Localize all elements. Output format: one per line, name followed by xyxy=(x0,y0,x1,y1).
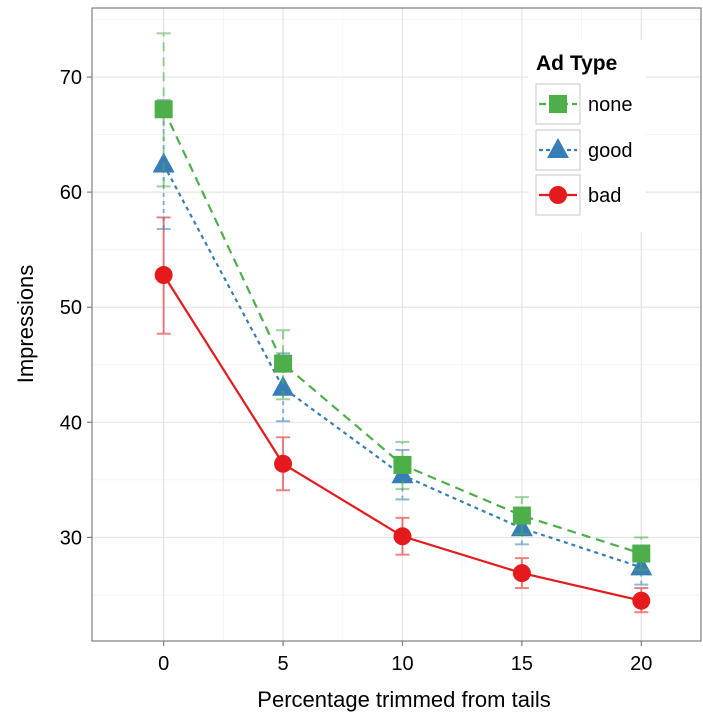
x-tick-label-20: 20 xyxy=(630,653,652,675)
x-tick-label-5: 5 xyxy=(277,653,288,675)
legend-keys: none good bad xyxy=(535,83,633,216)
series-bad xyxy=(154,216,651,614)
legend-label-none: none xyxy=(588,94,633,116)
series-none xyxy=(154,32,651,571)
legend-key-marker-bad xyxy=(549,186,567,204)
legend-title: Ad Type xyxy=(536,52,617,75)
y-axis-title: Impressions xyxy=(13,265,38,384)
legend-item-bad: bad xyxy=(535,174,621,216)
series-layer xyxy=(152,32,653,614)
legend-label-bad: bad xyxy=(588,185,621,207)
y-tick-label-50: 50 xyxy=(60,297,82,319)
point-bad-10 xyxy=(393,527,412,546)
y-axis: 30 40 50 60 70 xyxy=(60,67,92,549)
x-tick-label-0: 0 xyxy=(158,653,169,675)
x-tick-label-10: 10 xyxy=(391,653,413,675)
point-bad-20 xyxy=(632,591,651,610)
point-none-5 xyxy=(274,354,293,373)
y-tick-label-40: 40 xyxy=(60,412,82,434)
point-good-5 xyxy=(272,375,295,396)
x-axis: 0 5 10 15 20 xyxy=(158,641,652,675)
legend: Ad Type none good bad xyxy=(528,40,646,232)
point-bad-5 xyxy=(274,454,293,473)
y-tick-label-70: 70 xyxy=(60,67,82,89)
point-bad-0 xyxy=(154,266,173,285)
plot-panel-border xyxy=(91,7,702,642)
y-tick-label-60: 60 xyxy=(60,182,82,204)
legend-key-marker-good xyxy=(547,138,569,158)
y-tick-label-30: 30 xyxy=(60,527,82,549)
x-axis-title: Percentage trimmed from tails xyxy=(257,687,550,712)
legend-key-marker-none xyxy=(549,95,567,113)
legend-item-none: none xyxy=(535,83,633,125)
legend-label-good: good xyxy=(588,140,633,162)
point-bad-15 xyxy=(512,564,531,583)
point-none-10 xyxy=(393,455,412,474)
point-none-15 xyxy=(512,506,531,525)
point-none-20 xyxy=(632,544,651,563)
legend-item-good: good xyxy=(535,129,633,171)
x-tick-label-15: 15 xyxy=(511,653,533,675)
point-none-0 xyxy=(154,100,173,119)
